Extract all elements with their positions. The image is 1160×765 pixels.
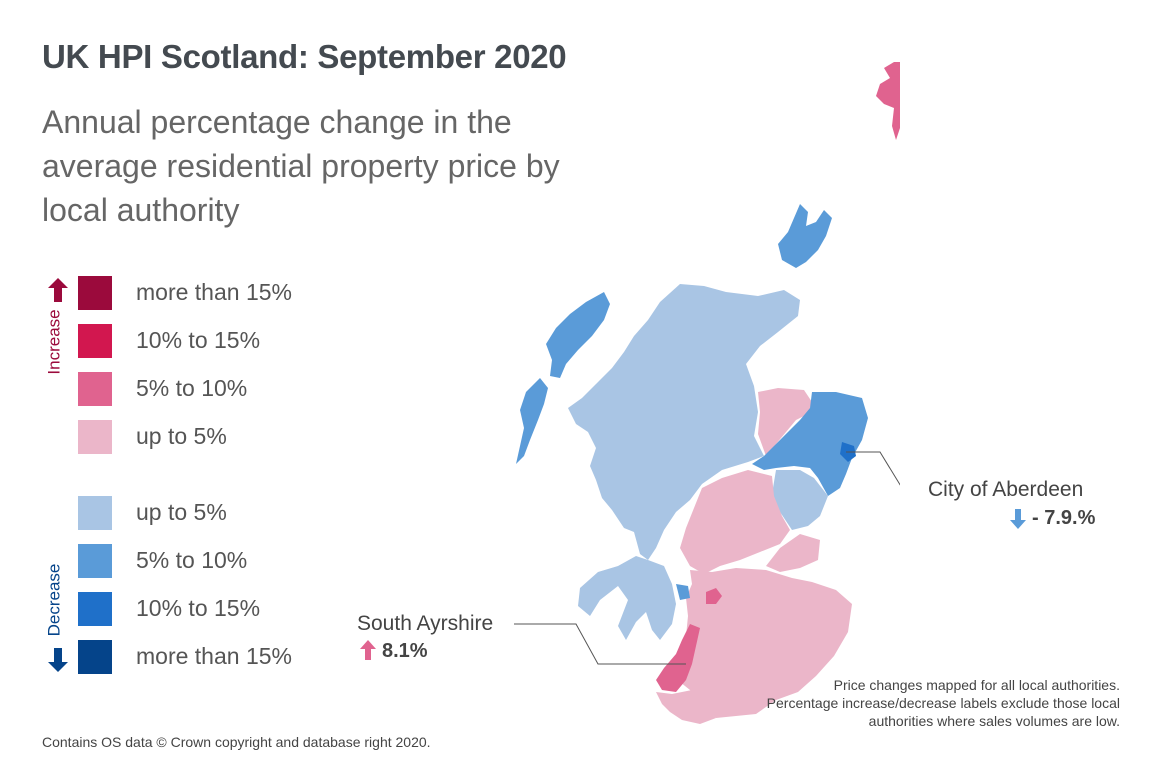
- region-perth-kinross: [680, 470, 790, 574]
- legend-swatch: [78, 544, 112, 578]
- legend-swatch: [78, 496, 112, 530]
- region-dumfries-galloway: [656, 690, 716, 724]
- page-title: UK HPI Scotland: September 2020: [42, 38, 567, 75]
- legend-swatch: [78, 592, 112, 626]
- legend-label: 10% to 15%: [136, 327, 261, 353]
- scotland-map: [514, 62, 900, 724]
- legend-label: 10% to 15%: [136, 595, 261, 621]
- legend-label: 5% to 10%: [136, 547, 248, 573]
- legend-label: more than 15%: [136, 643, 292, 669]
- map-note: Price changes mapped for all local autho…: [766, 677, 1120, 729]
- legend-label: up to 5%: [136, 499, 227, 525]
- aberdeen-callout-value: - 7.9.%: [1032, 507, 1096, 529]
- copyright-footer: Contains OS data © Crown copyright and d…: [42, 734, 431, 750]
- region-moray: [758, 388, 812, 456]
- region-aberdeenshire: [752, 392, 868, 496]
- region-shetland: [876, 62, 900, 140]
- region-angus: [772, 470, 828, 530]
- page-subtitle: Annual percentage change in the average …: [42, 104, 560, 228]
- legend: Increase Decrease more than 15% 10% to 1…: [40, 270, 380, 690]
- increase-arrow-icon: [48, 278, 68, 302]
- region-argyll-bute: [578, 556, 676, 640]
- decrease-arrow-icon: [48, 648, 68, 672]
- region-south-ayrshire: [656, 624, 700, 692]
- south-ayrshire-increase-arrow-icon: [360, 640, 376, 660]
- region-central-belt: [672, 568, 852, 718]
- south-ayrshire-callout-name: South Ayrshire: [357, 612, 494, 635]
- region-outer-hebrides: [516, 292, 610, 464]
- region-fife: [766, 534, 820, 572]
- region-glasgow: [706, 588, 722, 604]
- aberdeen-leader-line: [846, 451, 900, 486]
- increase-label: Increase: [44, 309, 64, 375]
- legend-label: up to 5%: [136, 423, 227, 449]
- legend-swatch: [78, 372, 112, 406]
- legend-swatch: [78, 640, 112, 674]
- decrease-label: Decrease: [44, 563, 64, 637]
- south-ayrshire-callout-value: 8.1%: [382, 640, 428, 662]
- legend-swatch: [78, 276, 112, 310]
- region-orkney: [778, 204, 832, 268]
- south-ayrshire-leader-line: [514, 623, 686, 665]
- region-highland: [568, 284, 800, 560]
- legend-label: 5% to 10%: [136, 375, 248, 401]
- legend-label: more than 15%: [136, 279, 292, 305]
- region-inverclyde: [676, 584, 690, 600]
- legend-swatch: [78, 420, 112, 454]
- aberdeen-decrease-arrow-icon: [1010, 509, 1026, 529]
- legend-swatch: [78, 324, 112, 358]
- aberdeen-callout-name: City of Aberdeen: [928, 478, 1084, 501]
